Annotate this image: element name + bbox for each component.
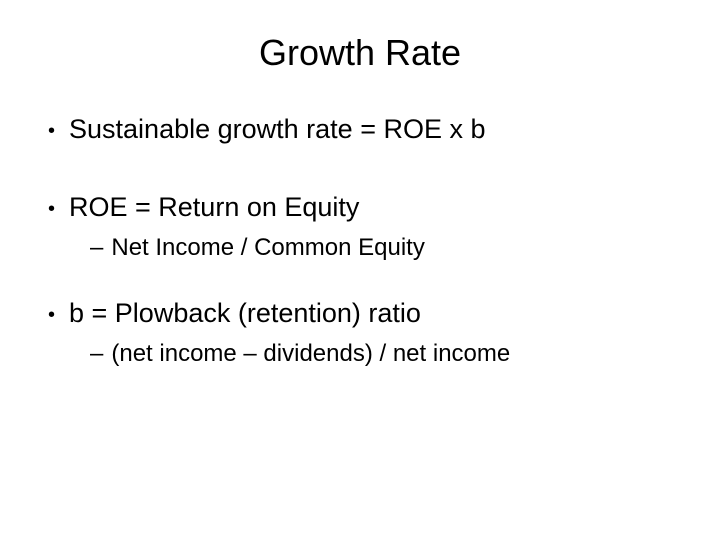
bullet-text: ROE = Return on Equity (69, 192, 359, 223)
bullet-marker: • (48, 114, 55, 148)
slide-title: Growth Rate (40, 32, 680, 74)
sub-bullet-item: – Net Income / Common Equity (90, 234, 680, 262)
bullet-marker: • (48, 192, 55, 226)
slide-content: • Sustainable growth rate = ROE x b • RO… (40, 114, 680, 368)
bullet-item: • ROE = Return on Equity (48, 192, 680, 226)
bullet-text: b = Plowback (retention) ratio (69, 298, 421, 329)
bullet-item: • b = Plowback (retention) ratio (48, 298, 680, 332)
sub-bullet-item: – (net income – dividends) / net income (90, 340, 680, 368)
dash-marker: – (90, 234, 103, 262)
sub-bullet-text: Net Income / Common Equity (111, 234, 424, 262)
bullet-marker: • (48, 298, 55, 332)
dash-marker: – (90, 340, 103, 368)
bullet-text: Sustainable growth rate = ROE x b (69, 114, 485, 145)
bullet-item: • Sustainable growth rate = ROE x b (48, 114, 680, 148)
sub-bullet-text: (net income – dividends) / net income (111, 340, 510, 368)
